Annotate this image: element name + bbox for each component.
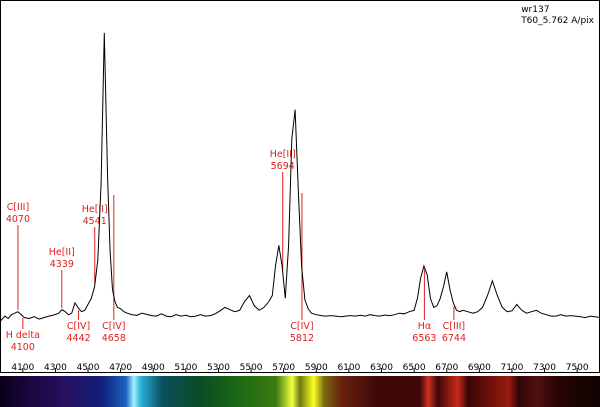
x-tick-label: 4500	[77, 363, 100, 373]
x-tick-label: 6700	[435, 363, 458, 373]
annotation-5812: C[IV]5812	[290, 193, 314, 344]
annotation-4070: C[III]4070	[6, 202, 30, 310]
annotation-wavelength: 4070	[6, 214, 30, 225]
annotation-ion: C[III]	[443, 321, 465, 332]
x-tick-label: 6900	[468, 363, 491, 373]
chart-caption: wr137 T60_5.762 A/pix	[521, 5, 594, 27]
annotation-4658: C[IV]4658	[102, 195, 126, 344]
annotation-wavelength: 4339	[50, 259, 74, 270]
annotation-wavelength: 4658	[102, 333, 126, 344]
spectrum-line	[0, 32, 600, 322]
x-tick-label: 4300	[44, 363, 67, 373]
annotation-5694: He[II]5694	[270, 149, 296, 271]
x-tick-label: 4100	[11, 363, 34, 373]
annotation-ion: C[IV]	[102, 321, 125, 332]
x-tick-label: 5700	[272, 363, 295, 373]
spectrum-strip	[0, 376, 600, 407]
object-name: wr137	[521, 5, 550, 15]
annotation-ion: C[IV]	[290, 321, 313, 332]
annotation-ion: He[II]	[82, 204, 108, 215]
x-tick-label: 6300	[370, 363, 393, 373]
instrument-scale: T60_5.762 A/pix	[521, 16, 594, 26]
annotation-ion: Hα	[418, 321, 431, 332]
x-axis-ticks	[22, 368, 578, 373]
x-tick-label: 5900	[305, 363, 328, 373]
x-tick-label: 5300	[207, 363, 230, 373]
annotation-wavelength: 5812	[290, 333, 314, 344]
x-tick-label: 7100	[501, 363, 524, 373]
annotation-ion: H delta	[6, 330, 40, 341]
x-tick-label: 5500	[240, 363, 263, 373]
x-tick-label: 4700	[109, 363, 132, 373]
annotation-4541: He[II]4541	[82, 204, 108, 284]
annotation-4442: C[IV]4442	[66, 310, 91, 344]
plot-frame	[0, 0, 600, 373]
annotation-wavelength: 5694	[271, 161, 295, 172]
annotation-wavelength: 6563	[412, 333, 436, 344]
x-tick-label: 6100	[337, 363, 360, 373]
annotation-ion: He[II]	[270, 149, 296, 160]
x-tick-label: 7300	[533, 363, 556, 373]
annotation-4339: He[II]4339	[49, 247, 75, 308]
annotation-wavelength: 4541	[83, 216, 107, 227]
annotation-ion: C[IV]	[67, 321, 90, 332]
x-tick-label: 7500	[566, 363, 589, 373]
annotation-6744: C[III]6744	[442, 306, 466, 344]
x-tick-label: 6500	[403, 363, 426, 373]
annotation-wavelength: 6744	[442, 333, 466, 344]
annotation-ion: He[II]	[49, 247, 75, 258]
x-tick-label: 5100	[174, 363, 197, 373]
x-tick-label: 4900	[142, 363, 165, 373]
x-axis-labels: 4100 4300 4500 4700 4900 5100 5300 5500 5700 5900…	[11, 363, 589, 373]
annotation-ion: C[III]	[7, 202, 29, 213]
annotation-wavelength: 4442	[66, 333, 90, 344]
annotation-wavelength: 4100	[11, 342, 35, 353]
